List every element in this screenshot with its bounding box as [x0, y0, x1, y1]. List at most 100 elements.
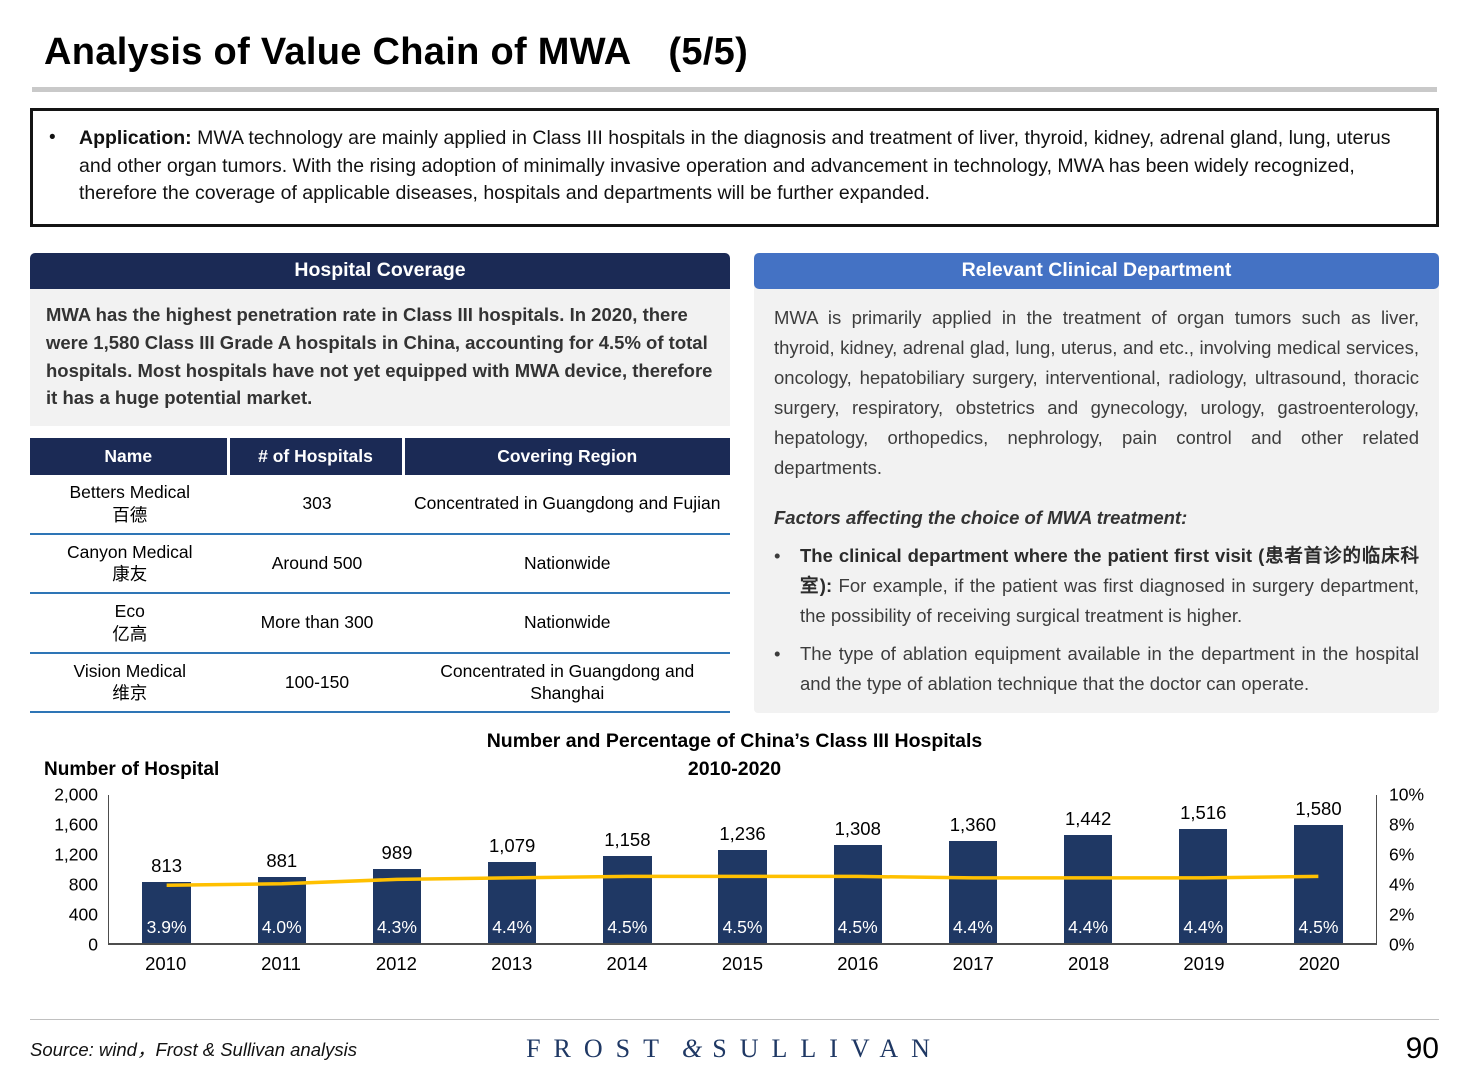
- bar-2017: 4.4%: [948, 841, 998, 944]
- chart-header: Number of Hospital Number and Percentage…: [30, 727, 1439, 785]
- bar-column-2019: 1,516 4.4%: [1146, 795, 1261, 944]
- application-body: MWA technology are mainly applied in Cla…: [79, 127, 1391, 205]
- hospital-coverage-intro: MWA has the highest penetration rate in …: [30, 289, 730, 427]
- chart-section: Number of Hospital Number and Percentage…: [30, 727, 1439, 975]
- cell-region: Nationwide: [523, 552, 611, 573]
- axis-tick: 0: [88, 934, 98, 955]
- hospital-table-header: Name # of Hospitals Covering Region: [30, 438, 730, 476]
- factor-bullet-2: • The type of ablation equipment availab…: [774, 639, 1419, 699]
- factor-bullet-2-text: The type of ablation equipment available…: [800, 642, 1419, 694]
- cell-count: 100-150: [284, 671, 350, 692]
- bar-2013: 4.4%: [487, 862, 537, 944]
- application-box: • Application: MWA technology are mainly…: [30, 108, 1439, 228]
- bar-value-label: 1,516: [1180, 802, 1227, 824]
- pct-label: 4.5%: [722, 917, 763, 938]
- col-header-count: # of Hospitals: [229, 438, 405, 476]
- x-axis-label-2019: 2019: [1183, 953, 1225, 975]
- pct-label: 4.0%: [261, 917, 302, 938]
- cell-count: Around 500: [271, 552, 363, 573]
- x-axis-label-2010: 2010: [145, 953, 187, 975]
- logo-sullivan: SULLIVAN: [712, 1034, 943, 1063]
- factor-bullet-1-bold: The clinical department where the patien…: [800, 544, 1419, 596]
- x-axis-label-2017: 2017: [952, 953, 994, 975]
- frost-sullivan-logo: FROST & SULLIVAN: [30, 1034, 1439, 1064]
- bar-column-2014: 1,158 4.5%: [570, 795, 685, 944]
- page-number: 90: [1405, 1032, 1439, 1065]
- bar-column-2016: 1,308 4.5%: [800, 795, 915, 944]
- factor-bullet-1-text: The clinical department where the patien…: [800, 541, 1419, 631]
- clinical-department-body: MWA is primarily applied in the treatmen…: [754, 289, 1439, 699]
- bar-column-2020: 1,580 4.5%: [1261, 795, 1376, 944]
- pct-label: 4.5%: [607, 917, 648, 938]
- axis-tick: 4%: [1389, 874, 1415, 895]
- pct-label: 4.4%: [1068, 917, 1109, 938]
- clinical-paragraph: MWA is primarily applied in the treatmen…: [774, 307, 1419, 478]
- application-label: Application:: [79, 127, 192, 149]
- bar-2019: 4.4%: [1179, 829, 1228, 944]
- bar-column-2018: 1,442 4.4%: [1031, 795, 1146, 944]
- axis-tick: 10%: [1389, 784, 1425, 805]
- pct-label: 4.4%: [492, 917, 533, 938]
- bar-value-label: 881: [266, 849, 298, 871]
- bar-value-label: 1,236: [719, 823, 766, 845]
- footer: Source: wind，Frost & Sullivan analysis F…: [30, 1019, 1439, 1066]
- bar-2010: 3.9%: [142, 882, 191, 944]
- axis-tick: 2,000: [54, 784, 98, 805]
- clinical-department-panel: Relevant Clinical Department MWA is prim…: [754, 253, 1439, 713]
- cell-region: Concentrated in Guangdong and Fujian: [414, 493, 721, 514]
- bullet-icon: •: [774, 642, 781, 664]
- chart-title: Number and Percentage of China’s Class I…: [30, 727, 1439, 784]
- bar-value-label: 1,360: [949, 814, 997, 836]
- col-header-name: Name: [30, 438, 230, 476]
- bar-value-label: 1,158: [604, 829, 651, 851]
- right-axis-ticks: 10% 8% 6% 4% 2% 0%: [1377, 785, 1439, 955]
- bar-column-2013: 1,079 4.4%: [455, 795, 570, 944]
- hospital-table: Name # of Hospitals Covering Region Bett…: [30, 438, 730, 714]
- bar-value-label: 1,079: [489, 835, 536, 857]
- left-axis-title: Number of Hospital: [44, 759, 220, 781]
- cell-name: Vision Medical 维京: [73, 660, 186, 704]
- col-header-region: Covering Region: [404, 438, 730, 476]
- logo-frost: FROST: [526, 1034, 673, 1063]
- left-axis-ticks: 2,000 1,600 1,200 800 400 0: [30, 785, 108, 955]
- factor-bullet-1: • The clinical department where the pati…: [774, 541, 1419, 631]
- bar-2014: 4.5%: [603, 856, 652, 944]
- factors-title: Factors affecting the choice of MWA trea…: [774, 506, 1188, 528]
- pct-label: 4.5%: [837, 917, 878, 938]
- bar-value-label: 813: [151, 855, 183, 877]
- x-axis-label-2012: 2012: [375, 953, 417, 975]
- axis-tick: 2%: [1389, 904, 1415, 925]
- x-axis-label-2016: 2016: [837, 953, 879, 975]
- cell-region: Nationwide: [523, 612, 611, 633]
- two-column-layout: Hospital Coverage MWA has the highest pe…: [30, 253, 1439, 714]
- axis-tick: 400: [68, 904, 98, 925]
- x-axis-labels: 2010 2011 2012 2013 2014 2015 2016 2017 2018 2019…: [108, 953, 1377, 975]
- axis-tick: 1,600: [54, 814, 98, 835]
- pct-label: 4.3%: [377, 917, 417, 938]
- factor-bullet-1-rest: For example, if the patient was first di…: [800, 574, 1419, 626]
- page-title: Analysis of Value Chain of MWA (5/5): [44, 31, 749, 73]
- pct-label: 4.4%: [952, 917, 993, 938]
- bar-column-2012: 989 4.3%: [339, 795, 454, 944]
- x-axis-label-2020: 2020: [1298, 953, 1340, 975]
- axis-tick: 8%: [1389, 814, 1415, 835]
- table-row: Canyon Medical 康友 Around 500 Nationwide: [30, 535, 730, 595]
- cell-count: More than 300: [260, 612, 374, 633]
- bar-value-label: 1,580: [1295, 797, 1342, 819]
- x-axis-label-2018: 2018: [1067, 953, 1110, 975]
- bar-column-2017: 1,360 4.4%: [915, 795, 1030, 944]
- hospital-table-body: Betters Medical 百德 303 Concentrated in Guan…: [30, 475, 730, 714]
- application-text: Application: MWA technology are mainly a…: [79, 125, 1412, 208]
- source-note: Source: wind，Frost & Sullivan analysis: [30, 1039, 357, 1060]
- bar-2011: 4.0%: [257, 876, 306, 944]
- x-axis-label-2015: 2015: [721, 953, 764, 975]
- table-row: Betters Medical 百德 303 Concentrated in Guan…: [30, 475, 730, 535]
- chart-title-line2: 2010-2020: [687, 758, 782, 781]
- bar-2016: 4.5%: [833, 844, 882, 944]
- table-row: Vision Medical 维京 100-150 Concentrated in G…: [30, 654, 730, 714]
- pct-label: 4.5%: [1298, 917, 1339, 938]
- axis-tick: 1,200: [54, 844, 98, 865]
- cell-name: Betters Medical 百德: [69, 482, 191, 525]
- logo-ampersand: &: [682, 1034, 703, 1063]
